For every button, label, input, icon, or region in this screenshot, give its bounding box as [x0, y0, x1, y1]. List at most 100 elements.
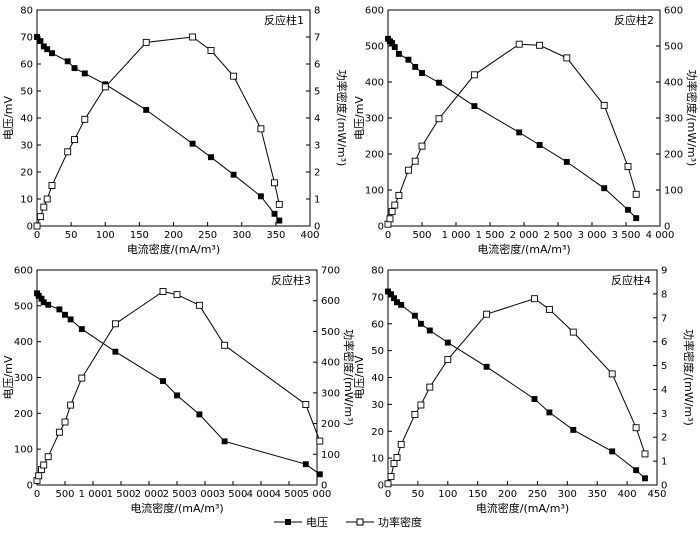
- y-tick-label: 300: [14, 373, 33, 384]
- x-tick-label: 3 000: [191, 489, 220, 500]
- x-tick-label: 200: [164, 230, 183, 241]
- data-point: [641, 450, 649, 458]
- data-point: [257, 193, 264, 200]
- x-tick-label: 150: [468, 489, 487, 500]
- data-point: [189, 140, 196, 147]
- x-axis-label: 电流密度/(mA/m³): [127, 242, 220, 256]
- series-voltage: [34, 34, 283, 224]
- y2-axis-label: 功率密度/(mW/m³): [685, 70, 699, 167]
- series-voltage: [34, 290, 323, 478]
- data-point: [625, 206, 631, 213]
- data-point: [405, 56, 412, 63]
- x-tick-label: 3 500: [219, 489, 248, 500]
- series-line: [36, 36, 280, 227]
- y-tick-label: 40: [371, 373, 384, 384]
- x-tick-label: 1 000: [442, 230, 471, 241]
- y-tick-label: 500: [14, 301, 33, 312]
- x-tick-label: 50: [412, 489, 425, 500]
- series-power: [384, 40, 640, 228]
- x-tick-label: 0: [385, 489, 391, 500]
- x-tick-label: 100: [438, 489, 457, 500]
- data-point: [516, 129, 523, 136]
- data-point: [436, 79, 442, 86]
- data-point: [417, 320, 424, 327]
- x-axis-label: 电流密度/(mA/m³): [477, 242, 570, 256]
- y2-tick-label: 3: [661, 409, 667, 420]
- x-tick-label: 4 000: [646, 230, 675, 241]
- y2-tick-label: 400: [664, 78, 683, 89]
- x-tick-label: 450: [647, 489, 666, 500]
- data-point: [569, 328, 577, 336]
- data-point: [48, 182, 56, 189]
- x-tick-label: 200: [498, 489, 517, 500]
- data-point: [43, 195, 51, 203]
- y-tick-label: 40: [20, 114, 33, 125]
- data-point: [36, 213, 44, 221]
- data-point: [531, 295, 538, 303]
- data-point: [275, 200, 283, 208]
- data-point: [411, 157, 419, 165]
- data-point: [302, 461, 309, 468]
- legend-label-voltage: 电压: [306, 516, 328, 529]
- y2-tick-label: 0: [661, 481, 667, 492]
- data-point: [633, 215, 640, 222]
- data-point: [196, 411, 203, 418]
- chart-panel-4: 0 50 100 150 200 250 300 350 400 4500102030405060…: [353, 266, 696, 516]
- data-point: [142, 38, 150, 46]
- data-point: [271, 210, 278, 217]
- x-tick-label: 350: [588, 489, 607, 500]
- y2-tick-label: 500: [664, 42, 683, 53]
- x-tick-label: 350: [266, 230, 285, 241]
- data-point: [67, 316, 74, 323]
- y2-tick-label: 5: [314, 87, 320, 98]
- series-power: [33, 288, 324, 484]
- y-tick-label: 300: [365, 114, 384, 125]
- y-tick-label: 0: [27, 222, 33, 233]
- y-tick-label: 400: [14, 337, 33, 348]
- x-tick-label: 0: [34, 489, 40, 500]
- data-point: [316, 437, 324, 445]
- y2-axis-label: 功率密度/(mW/m³): [342, 329, 356, 426]
- data-point: [45, 301, 52, 308]
- data-point: [397, 440, 405, 448]
- y-tick-label: 30: [20, 141, 33, 152]
- data-point: [271, 179, 278, 187]
- data-point: [471, 103, 478, 110]
- y-tick-label: 20: [20, 168, 33, 179]
- y-tick-label: 600: [14, 266, 33, 277]
- panel-title: 反应柱3: [271, 273, 311, 287]
- legend-marker-voltage: [285, 519, 291, 525]
- data-point: [390, 460, 398, 467]
- data-point: [426, 327, 433, 334]
- y-tick-label: 0: [378, 481, 384, 492]
- data-point: [71, 136, 78, 144]
- data-point: [632, 190, 640, 198]
- data-point: [33, 222, 41, 230]
- x-tick-label: 4 000: [247, 489, 276, 500]
- data-point: [71, 65, 78, 72]
- y-tick-label: 400: [365, 78, 384, 89]
- data-point: [435, 115, 443, 123]
- x-tick-label: 4 500: [275, 489, 304, 500]
- y-tick-label: 600: [365, 6, 384, 17]
- data-point: [37, 38, 44, 45]
- data-point: [515, 40, 523, 48]
- x-tick-label: 500: [55, 489, 74, 500]
- data-point: [64, 58, 71, 65]
- panel-title: 反应柱2: [614, 13, 654, 27]
- data-point: [159, 288, 167, 295]
- data-point: [386, 215, 394, 223]
- series-power: [33, 33, 283, 230]
- chart-panel-2: 0 500 1 000 1 500 2 000 2 500 3 000 3 500 4 0000…: [353, 6, 699, 257]
- panel-title: 反应柱4: [611, 273, 651, 287]
- series-line: [36, 36, 280, 221]
- data-point: [395, 50, 402, 57]
- data-point: [78, 374, 86, 382]
- y2-tick-label: 2: [661, 433, 667, 444]
- data-point: [633, 467, 640, 474]
- data-point: [384, 480, 392, 488]
- data-point: [189, 33, 197, 41]
- series-power: [384, 295, 649, 488]
- data-point: [40, 461, 48, 469]
- y2-tick-label: 9: [661, 266, 667, 277]
